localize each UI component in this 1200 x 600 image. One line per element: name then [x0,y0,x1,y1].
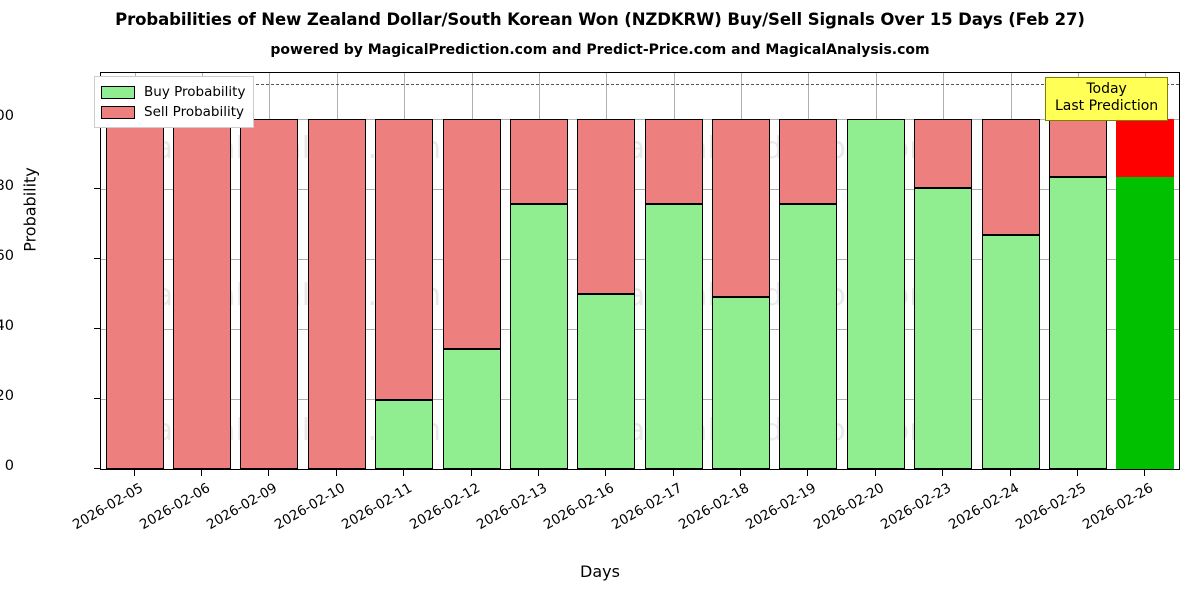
x-axis-tick-mark [672,470,674,476]
bar-segment-sell[interactable] [509,118,568,205]
x-axis-tick-mark [201,470,203,476]
page-title: Probabilities of New Zealand Dollar/Sout… [115,10,1085,29]
legend-swatch-sell [101,105,135,119]
x-axis-tick-mark [268,470,270,476]
bar-group[interactable] [712,73,771,469]
bar-segment-buy[interactable] [1048,176,1107,469]
bar-group[interactable] [442,73,501,469]
legend-label-buy: Buy Probability [144,84,246,100]
bar-group[interactable] [914,73,973,469]
gridline-horizontal [101,188,1179,190]
bar-segment-buy[interactable] [981,234,1040,469]
bar-segment-sell[interactable] [577,118,636,294]
gridline-horizontal [101,328,1179,330]
legend-swatch-buy [101,85,135,99]
last-prediction-label: Last Prediction [1055,98,1159,114]
y-axis-tick-label: 0 [4,458,14,474]
x-axis-tick-mark [1009,470,1011,476]
bar-group[interactable] [307,73,366,469]
bar-segment-buy[interactable] [1116,176,1175,469]
bar-segment-sell[interactable] [1048,118,1107,177]
x-axis-tick-mark [403,470,405,476]
gridline-horizontal [101,469,1179,470]
bar-segment-sell[interactable] [914,118,973,188]
x-axis-tick-mark [537,470,539,476]
bar-segment-buy[interactable] [779,204,838,469]
bar-segment-sell[interactable] [442,118,501,349]
x-axis-tick-mark [874,470,876,476]
today-annotation: Today Last Prediction [1045,77,1169,121]
x-axis-tick-mark [1076,470,1078,476]
bar-segment-sell[interactable] [1116,118,1175,177]
x-axis-tick-mark [942,470,944,476]
x-axis-tick-mark [133,470,135,476]
bar-segment-sell[interactable] [105,118,164,469]
bar-group[interactable] [846,73,905,469]
legend-item-sell: Sell Probability [101,102,245,122]
x-axis-tick-mark [605,470,607,476]
chart-subtitle: powered by MagicalPrediction.com and Pre… [270,42,930,58]
y-axis-tick-mark [94,257,100,259]
bar-group[interactable] [1116,73,1175,469]
y-axis-tick-label: 100 [0,107,14,124]
bar-group[interactable] [1048,73,1107,469]
y-axis-tick-mark [94,187,100,189]
bar-group[interactable] [779,73,838,469]
gridline-horizontal [101,398,1179,400]
bar-segment-sell[interactable] [375,118,434,401]
gridline-horizontal [101,118,1179,120]
y-axis-tick-mark [94,327,100,329]
today-label: Today [1086,81,1127,97]
gridline-horizontal [101,258,1179,260]
legend-item-buy: Buy Probability [101,82,245,102]
bar-segment-buy[interactable] [644,204,703,469]
bar-group[interactable] [173,73,232,469]
bar-segment-sell[interactable] [307,118,366,469]
bar-segment-sell[interactable] [981,118,1040,235]
x-axis-tick-mark [740,470,742,476]
bar-segment-sell[interactable] [173,118,232,469]
x-axis-tick-mark [1144,470,1146,476]
bar-group[interactable] [105,73,164,469]
bar-group[interactable] [375,73,434,469]
y-axis-tick-mark [94,468,100,469]
reference-line [101,83,1179,85]
bar-segment-buy[interactable] [914,187,973,469]
bar-segment-buy[interactable] [577,293,636,469]
bar-group[interactable] [509,73,568,469]
y-axis-label: Probability [20,167,40,252]
bar-group[interactable] [981,73,1040,469]
y-axis-tick-label: 40 [0,317,14,334]
chart-legend: Buy Probability Sell Probability [94,76,255,128]
bar-segment-buy[interactable] [846,118,905,469]
y-axis-tick-label: 60 [0,247,14,264]
bar-segment-buy[interactable] [509,204,568,469]
bar-segment-sell[interactable] [779,118,838,205]
bar-segment-sell[interactable] [644,118,703,205]
bar-segment-sell[interactable] [240,118,299,469]
bar-segment-buy[interactable] [375,400,434,469]
x-axis-label: Days [580,562,620,581]
bar-segment-buy[interactable] [442,348,501,469]
x-axis-tick-mark [470,470,472,476]
bar-group[interactable] [644,73,703,469]
bar-segment-buy[interactable] [712,296,771,469]
legend-label-sell: Sell Probability [144,104,245,120]
bar-group[interactable] [577,73,636,469]
bar-segment-sell[interactable] [712,118,771,297]
x-axis-tick-mark [807,470,809,476]
bar-group[interactable] [240,73,299,469]
x-axis-tick-mark [335,470,337,476]
y-axis-tick-mark [94,397,100,399]
y-axis-tick-label: 20 [0,387,14,404]
y-axis-tick-label: 80 [0,177,14,194]
plot-area: MagicalAnalysis.comMagicalPrediction.com… [100,72,1180,470]
